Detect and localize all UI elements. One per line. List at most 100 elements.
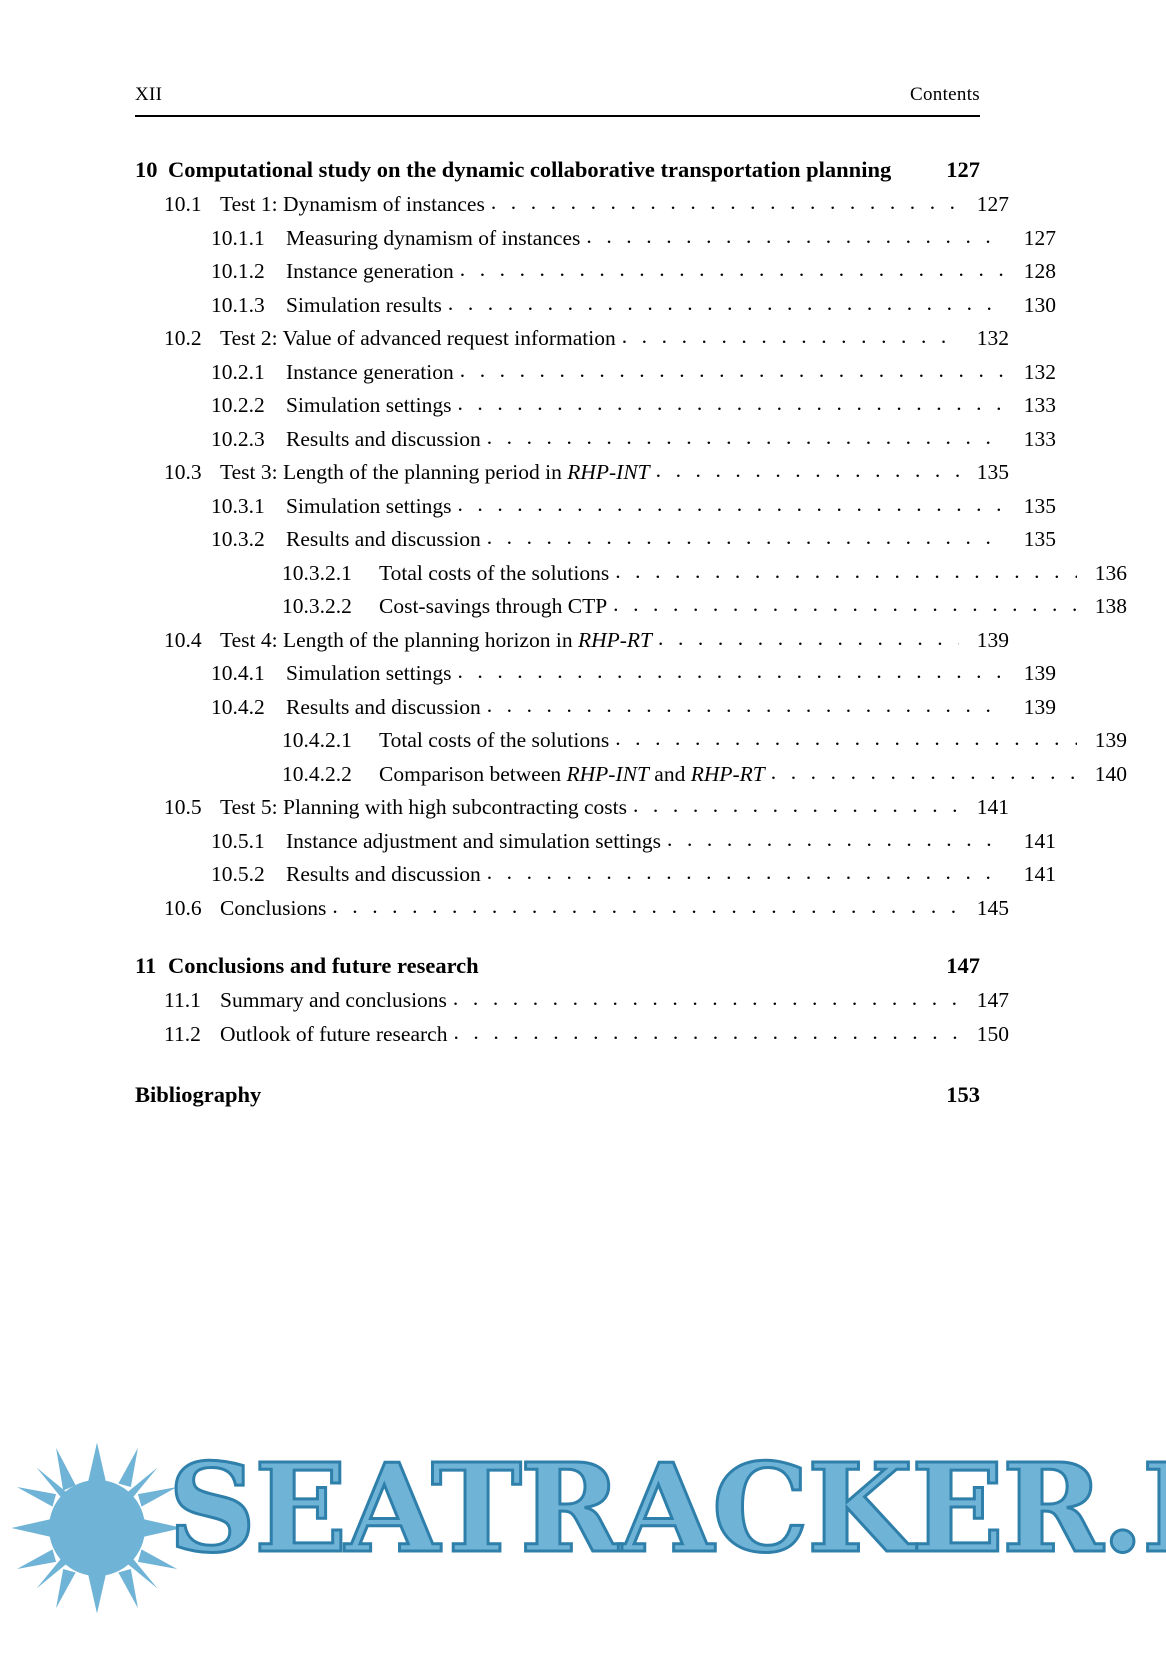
entry-page-number: 139 xyxy=(1094,728,1127,752)
entry-page-number: 139 xyxy=(1023,694,1056,719)
toc-entry[interactable]: 10.4.2.1 Total costs of the solutions. . … xyxy=(282,724,1127,758)
entry-number: 10.1.2 xyxy=(211,259,265,283)
table-of-contents: 10 127 Computational study on the dynamic … xyxy=(135,152,1127,1113)
toc-entry[interactable]: 11.1 Summary and conclusions. . . . . . .… xyxy=(164,984,1009,1018)
dot-leader: . . . . . . . . . . . . . . . . . . . . … xyxy=(453,1019,959,1044)
entry-number: 10.1 xyxy=(164,192,202,216)
toc-entry[interactable]: 10.2.3 Results and discussion. . . . . . … xyxy=(211,423,1056,457)
dot-leader: . . . . . . . . . . . . . . . . . . . . … xyxy=(447,290,1006,315)
entry-page-number: 140 xyxy=(1094,761,1127,786)
entry-number: 10.3.2.1 xyxy=(282,560,352,585)
section-gap xyxy=(135,925,980,948)
toc-chapter-entry[interactable]: 11 147 Conclusions and future research xyxy=(135,948,980,984)
entry-title: Results and discussion xyxy=(286,426,481,451)
entry-number: 10.5.1 xyxy=(211,828,265,853)
dot-leader: . . . . . . . . . . . . . . . . . . . . … xyxy=(332,893,959,918)
entry-title: Results and discussion xyxy=(286,527,481,551)
dot-leader: . . . . . . . . . . . . . . . . . . . . … xyxy=(452,986,959,1010)
toc-entry[interactable]: 10.2.2 Simulation settings. . . . . . . .… xyxy=(211,389,1056,423)
entry-page-number: 141 xyxy=(976,795,1009,819)
toc-entry[interactable]: 10.3.2 Results and discussion. . . . . . … xyxy=(211,523,1056,557)
entry-page-number: 141 xyxy=(1023,828,1056,853)
dot-leader: . . . . . . . . . . . . . . . . . . . . … xyxy=(621,324,959,348)
entry-title: Total costs of the solutions xyxy=(379,728,610,752)
toc-entry[interactable]: 10.6 Conclusions. . . . . . . . . . . . .… xyxy=(164,892,1009,926)
toc-entry[interactable]: 10.1.2 Instance generation. . . . . . . .… xyxy=(211,255,1056,289)
toc-entry[interactable]: 10.4.2 Results and discussion. . . . . . … xyxy=(211,691,1056,725)
toc-entry[interactable]: 10.4.2.2 Comparison between RHP-INT and R… xyxy=(282,758,1127,792)
backmatter-page-number: 153 xyxy=(946,1082,980,1107)
dot-leader: . . . . . . . . . . . . . . . . . . . . … xyxy=(658,625,959,650)
dot-leader: . . . . . . . . . . . . . . . . . . . . … xyxy=(457,659,1006,683)
entry-page-number: 141 xyxy=(1023,862,1056,886)
dot-leader: . . . . . . . . . . . . . . . . . . . . … xyxy=(667,826,1006,851)
dot-leader: . . . . . . . . . . . . . . . . . . . . … xyxy=(615,558,1077,583)
dot-leader: . . . . . . . . . . . . . . . . . . . . … xyxy=(770,759,1077,784)
entry-title: Test 3: Length of the planning period in… xyxy=(220,460,650,484)
chapter-page-number: 127 xyxy=(946,157,980,182)
entry-number: 10.1.1 xyxy=(211,225,265,250)
entry-page-number: 132 xyxy=(1023,359,1056,384)
toc-entry[interactable]: 10.3.1 Simulation settings. . . . . . . .… xyxy=(211,490,1056,524)
toc-entry[interactable]: 10.1.3 Simulation results. . . . . . . . … xyxy=(211,289,1056,323)
chapter-page-number: 147 xyxy=(946,953,980,978)
entry-title: Comparison between RHP-INT and RHP-RT xyxy=(379,761,765,786)
toc-entry[interactable]: 10.5.1 Instance adjustment and simulation… xyxy=(211,825,1056,859)
entry-number: 10.3.1 xyxy=(211,493,265,518)
entry-number: 10.2.1 xyxy=(211,359,265,384)
chapter-title: Conclusions and future research xyxy=(168,953,479,978)
entry-title: Simulation settings xyxy=(286,393,452,417)
entry-number: 10.4 xyxy=(164,627,202,652)
toc-entry[interactable]: 10.5.2 Results and discussion. . . . . . … xyxy=(211,858,1056,892)
toc-entry[interactable]: 10.3.2.2 Cost-savings through CTP. . . . … xyxy=(282,590,1127,624)
entry-number: 10.1.3 xyxy=(211,292,265,317)
entry-number: 10.3.2.2 xyxy=(282,594,352,618)
toc-entry[interactable]: 10.3.2.1 Total costs of the solutions. . … xyxy=(282,557,1127,591)
dot-leader: . . . . . . . . . . . . . . . . . . . . … xyxy=(655,458,959,482)
entry-title: Simulation results xyxy=(286,292,442,317)
backmatter-title: Bibliography xyxy=(135,1082,262,1107)
entry-title: Outlook of future research xyxy=(220,1021,448,1046)
entry-page-number: 133 xyxy=(1023,393,1056,417)
entry-number: 10.2.3 xyxy=(211,426,265,451)
entry-title: Instance adjustment and simulation setti… xyxy=(286,828,661,853)
toc-entry[interactable]: 10.3 Test 3: Length of the planning perio… xyxy=(164,456,1009,490)
toc-entry[interactable]: 10.1.1 Measuring dynamism of instances. .… xyxy=(211,222,1056,256)
toc-entry[interactable]: 10.4 Test 4: Length of the planning horiz… xyxy=(164,624,1009,658)
dot-leader: . . . . . . . . . . . . . . . . . . . . … xyxy=(457,391,1006,415)
watermark: SEATRACKER.RU xyxy=(0,1421,1166,1636)
chapter-title: Computational study on the dynamic colla… xyxy=(168,157,892,182)
entry-page-number: 138 xyxy=(1094,594,1127,618)
toc-chapter-entry[interactable]: 10 127 Computational study on the dynamic … xyxy=(135,152,980,188)
toc-backmatter-entry[interactable]: 153 Bibliography xyxy=(135,1077,980,1113)
entry-title: Simulation settings xyxy=(286,661,452,685)
toc-entry[interactable]: 10.2 Test 2: Value of advanced request in… xyxy=(164,322,1009,356)
entry-title: Test 4: Length of the planning horizon i… xyxy=(220,627,652,652)
entry-page-number: 135 xyxy=(1023,493,1056,518)
dot-leader: . . . . . . . . . . . . . . . . . . . . … xyxy=(486,424,1006,449)
entry-title: Instance generation xyxy=(286,259,454,283)
toc-entry[interactable]: 10.5 Test 5: Planning with high subcontra… xyxy=(164,791,1009,825)
chapter-number: 11 xyxy=(135,953,157,978)
toc-entry[interactable]: 10.1 Test 1: Dynamism of instances. . . .… xyxy=(164,188,1009,222)
dot-leader: . . . . . . . . . . . . . . . . . . . . … xyxy=(486,692,1006,717)
entry-page-number: 147 xyxy=(976,988,1009,1012)
dot-leader: . . . . . . . . . . . . . . . . . . . . … xyxy=(490,190,959,214)
entry-title: Measuring dynamism of instances xyxy=(286,225,581,250)
chapter-number: 10 xyxy=(135,157,158,182)
dot-leader: . . . . . . . . . . . . . . . . . . . . … xyxy=(613,592,1077,616)
running-head: XII Contents xyxy=(135,84,980,106)
entry-page-number: 130 xyxy=(1023,292,1056,317)
dot-leader: . . . . . . . . . . . . . . . . . . . . … xyxy=(457,491,1006,516)
entry-number: 11.1 xyxy=(164,988,201,1012)
entry-page-number: 127 xyxy=(1023,225,1056,250)
toc-entry[interactable]: 10.4.1 Simulation settings. . . . . . . .… xyxy=(211,657,1056,691)
entry-number: 11.2 xyxy=(164,1021,201,1046)
page-number-label: XII xyxy=(135,84,163,105)
entry-number: 10.4.2.2 xyxy=(282,761,352,786)
dot-leader: . . . . . . . . . . . . . . . . . . . . … xyxy=(632,793,959,817)
entry-page-number: 132 xyxy=(976,326,1009,350)
dot-leader: . . . . . . . . . . . . . . . . . . . . … xyxy=(459,357,1006,382)
toc-entry[interactable]: 10.2.1 Instance generation. . . . . . . .… xyxy=(211,356,1056,390)
toc-entry[interactable]: 11.2 Outlook of future research. . . . . … xyxy=(164,1018,1009,1052)
